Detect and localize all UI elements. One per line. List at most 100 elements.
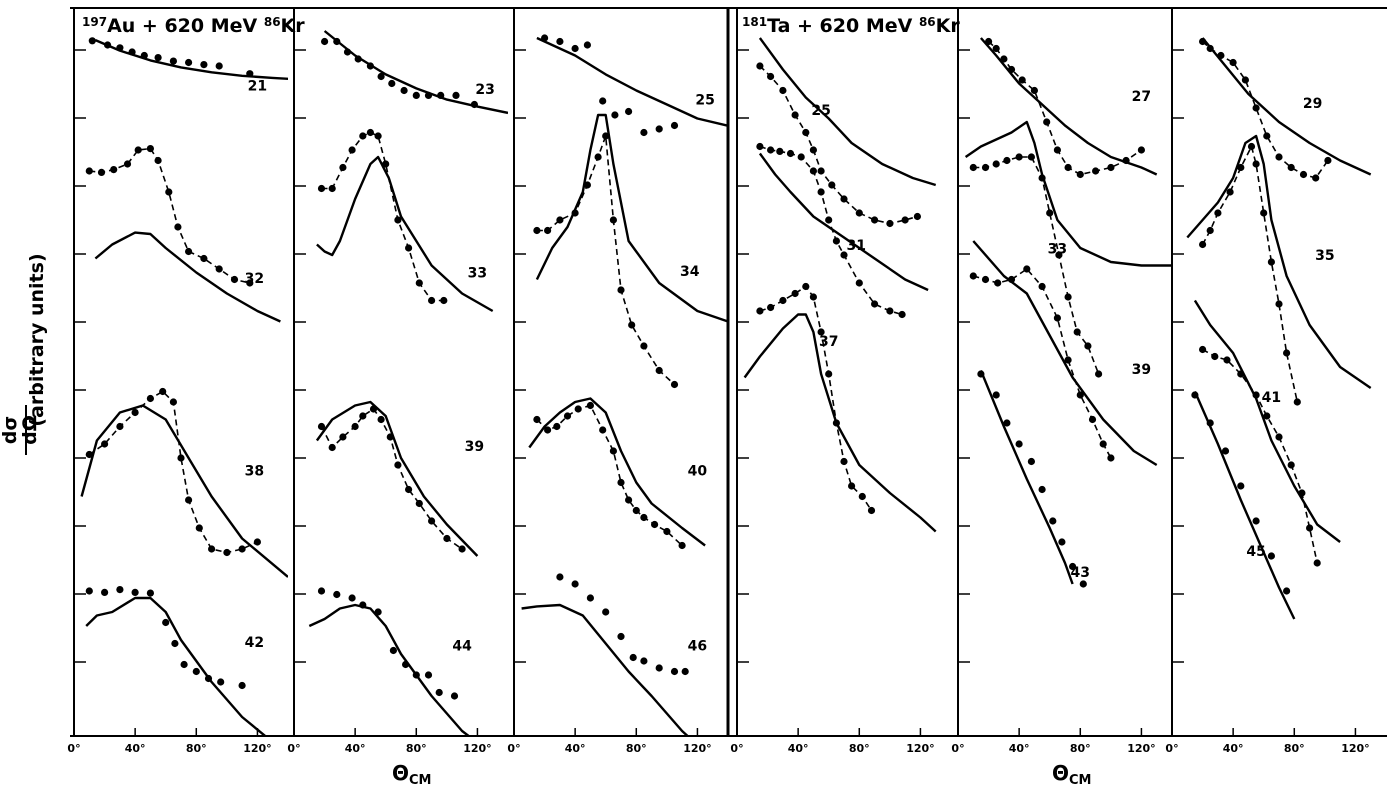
- data-point: [1007, 65, 1016, 74]
- data-point: [809, 167, 818, 175]
- panel-1-2: 0° 40° 80° 120° 23 33 39 44: [287, 8, 508, 755]
- data-point: [828, 181, 836, 189]
- data-point: [180, 660, 188, 669]
- data-point: [599, 97, 607, 105]
- data-point: [1015, 153, 1023, 161]
- data-point: [756, 62, 764, 70]
- data-point: [640, 513, 648, 522]
- x-tick-label: 80°: [186, 742, 207, 755]
- fit-dashed-line-39: [973, 267, 1112, 459]
- data-point: [394, 216, 402, 224]
- data-point: [97, 168, 106, 176]
- data-point: [886, 219, 894, 228]
- fit-dashed-line-25: [759, 65, 918, 225]
- data-point: [339, 163, 347, 172]
- data-point: [359, 412, 367, 420]
- data-point: [571, 209, 579, 217]
- data-point: [571, 580, 579, 588]
- data-point: [200, 254, 208, 263]
- data-point: [217, 678, 225, 686]
- theory-curve-42: [85, 596, 268, 736]
- data-point: [131, 408, 139, 417]
- fit-dashed-line-33: [973, 156, 1100, 375]
- data-point: [1199, 240, 1207, 249]
- group-2-title-beam-isotope: 86: [919, 15, 936, 29]
- data-point: [140, 51, 148, 60]
- data-point: [791, 289, 799, 298]
- data-point: [977, 370, 985, 378]
- data-point: [159, 387, 167, 396]
- data-point: [101, 588, 109, 597]
- data-point: [553, 422, 561, 431]
- curve-label-21: 21: [248, 79, 267, 95]
- panel-2-3: 0° 40° 80° 120° 29 35 41 45: [1165, 8, 1372, 755]
- data-point: [428, 296, 436, 305]
- data-point: [655, 125, 663, 133]
- data-point: [223, 548, 231, 557]
- data-point: [134, 146, 142, 154]
- group-2-title-main: Ta + 620 MeV: [767, 15, 919, 37]
- curve-label-43: 43: [1071, 565, 1090, 581]
- data-point: [840, 251, 848, 259]
- data-point: [1247, 142, 1256, 151]
- data-point: [238, 545, 246, 553]
- data-point: [1324, 156, 1332, 165]
- curve-label-42: 42: [245, 635, 264, 651]
- panel-curves: [308, 30, 508, 736]
- data-point: [599, 426, 607, 434]
- data-point: [670, 121, 679, 130]
- data-point: [791, 111, 799, 119]
- data-point: [366, 62, 374, 70]
- data-point: [1069, 562, 1077, 571]
- panel-curves: [1186, 37, 1372, 620]
- data-point: [1267, 258, 1275, 266]
- data-point: [1206, 419, 1214, 427]
- data-point: [1018, 76, 1026, 84]
- data-point: [628, 321, 636, 329]
- data-point: [594, 153, 602, 161]
- data-point: [171, 639, 179, 648]
- x-tick-label: 40°: [565, 742, 586, 755]
- data-point: [817, 328, 825, 336]
- x-axis-label-left-sub: CM: [409, 773, 431, 788]
- data-point: [333, 590, 341, 599]
- data-point: [1267, 552, 1275, 560]
- data-point: [101, 440, 109, 448]
- data-point: [625, 107, 633, 116]
- x-tick-label: 0°: [287, 742, 300, 755]
- theory-curve-21: [94, 38, 288, 81]
- y-axis-label: (arbitrary units) dσ dΩ: [0, 253, 48, 455]
- data-point: [1000, 55, 1008, 63]
- theory-curve-25: [758, 37, 937, 187]
- curve-label-34: 34: [680, 264, 700, 280]
- group-1-title-isotope: 197: [82, 15, 107, 29]
- data-point: [855, 209, 863, 217]
- data-point: [609, 447, 618, 455]
- data-point: [1237, 163, 1245, 172]
- data-point: [246, 70, 254, 78]
- figure-frames: [70, 7, 1387, 737]
- data-point: [1053, 314, 1061, 322]
- fit-dashed-line-41: [1202, 348, 1318, 564]
- data-point: [832, 237, 841, 245]
- data-point: [1275, 300, 1283, 308]
- theory-curve-46: [521, 603, 690, 736]
- x-tick-label: 120°: [243, 742, 271, 755]
- data-point: [1043, 118, 1051, 126]
- data-point: [556, 37, 564, 46]
- data-point: [871, 216, 879, 224]
- theory-curve-33: [964, 120, 1172, 267]
- data-point: [154, 54, 162, 62]
- data-point: [116, 422, 124, 431]
- theory-curve-39: [315, 400, 479, 557]
- data-point: [470, 100, 478, 109]
- data-point: [1015, 440, 1023, 448]
- data-point: [583, 41, 592, 49]
- curve-label-25: 25: [695, 93, 714, 109]
- panel-curves: [80, 37, 288, 736]
- data-point: [131, 588, 139, 597]
- data-point: [1217, 51, 1225, 60]
- data-point: [1099, 440, 1107, 448]
- data-point: [767, 146, 775, 154]
